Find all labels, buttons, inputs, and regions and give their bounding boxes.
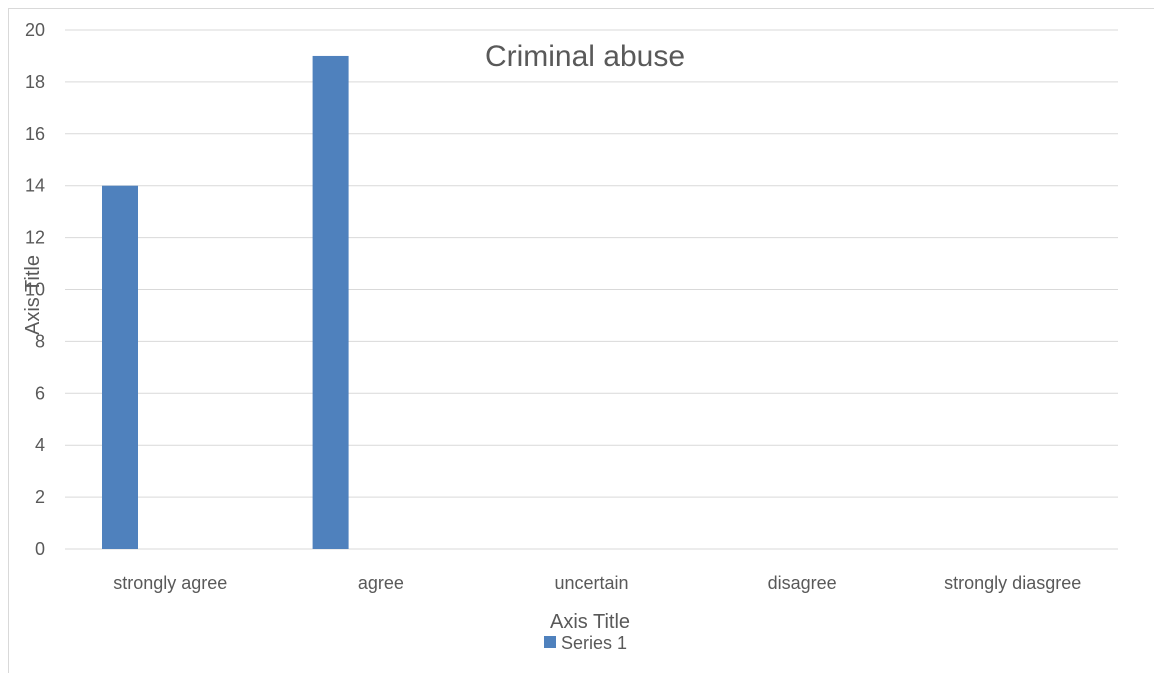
y-tick-label-10: 10	[25, 280, 45, 300]
x-axis-title: Axis Title	[550, 611, 630, 633]
y-tick-label-18: 18	[25, 72, 45, 92]
y-tick-label-0: 0	[35, 539, 45, 559]
y-tick-label-4: 4	[35, 435, 45, 455]
y-tick-label-6: 6	[35, 383, 45, 403]
legend-label-series-1: Series 1	[561, 633, 627, 653]
x-tick-label-disagree: disagree	[768, 573, 837, 593]
y-tick-label-20: 20	[25, 20, 45, 40]
chart-area	[8, 8, 1154, 673]
x-tick-label-strongly-diasgree: strongly diasgree	[944, 573, 1081, 593]
chart-title: Criminal abuse	[485, 40, 685, 73]
y-axis-tick-labels: 0 2 4 6 8 10 12 14 16 18 20	[25, 20, 45, 559]
gridlines	[65, 29, 1118, 550]
bars	[102, 55, 349, 549]
y-tick-label-16: 16	[25, 124, 45, 144]
y-tick-label-2: 2	[35, 487, 45, 507]
bar-agree	[312, 55, 349, 549]
y-axis-title: Axis Title	[22, 255, 44, 335]
y-tick-label-12: 12	[25, 228, 45, 248]
y-tick-label-14: 14	[25, 176, 45, 196]
legend-swatch-series-1	[544, 636, 556, 648]
y-tick-label-8: 8	[35, 331, 45, 351]
bar-strongly-agree	[102, 185, 138, 549]
x-axis-tick-labels: strongly agree agree uncertain disagree stro…	[113, 573, 1081, 593]
legend: Series 1	[544, 633, 627, 653]
x-tick-label-strongly-agree: strongly agree	[113, 573, 227, 593]
x-tick-label-uncertain: uncertain	[554, 573, 628, 593]
x-tick-label-agree: agree	[358, 573, 404, 593]
